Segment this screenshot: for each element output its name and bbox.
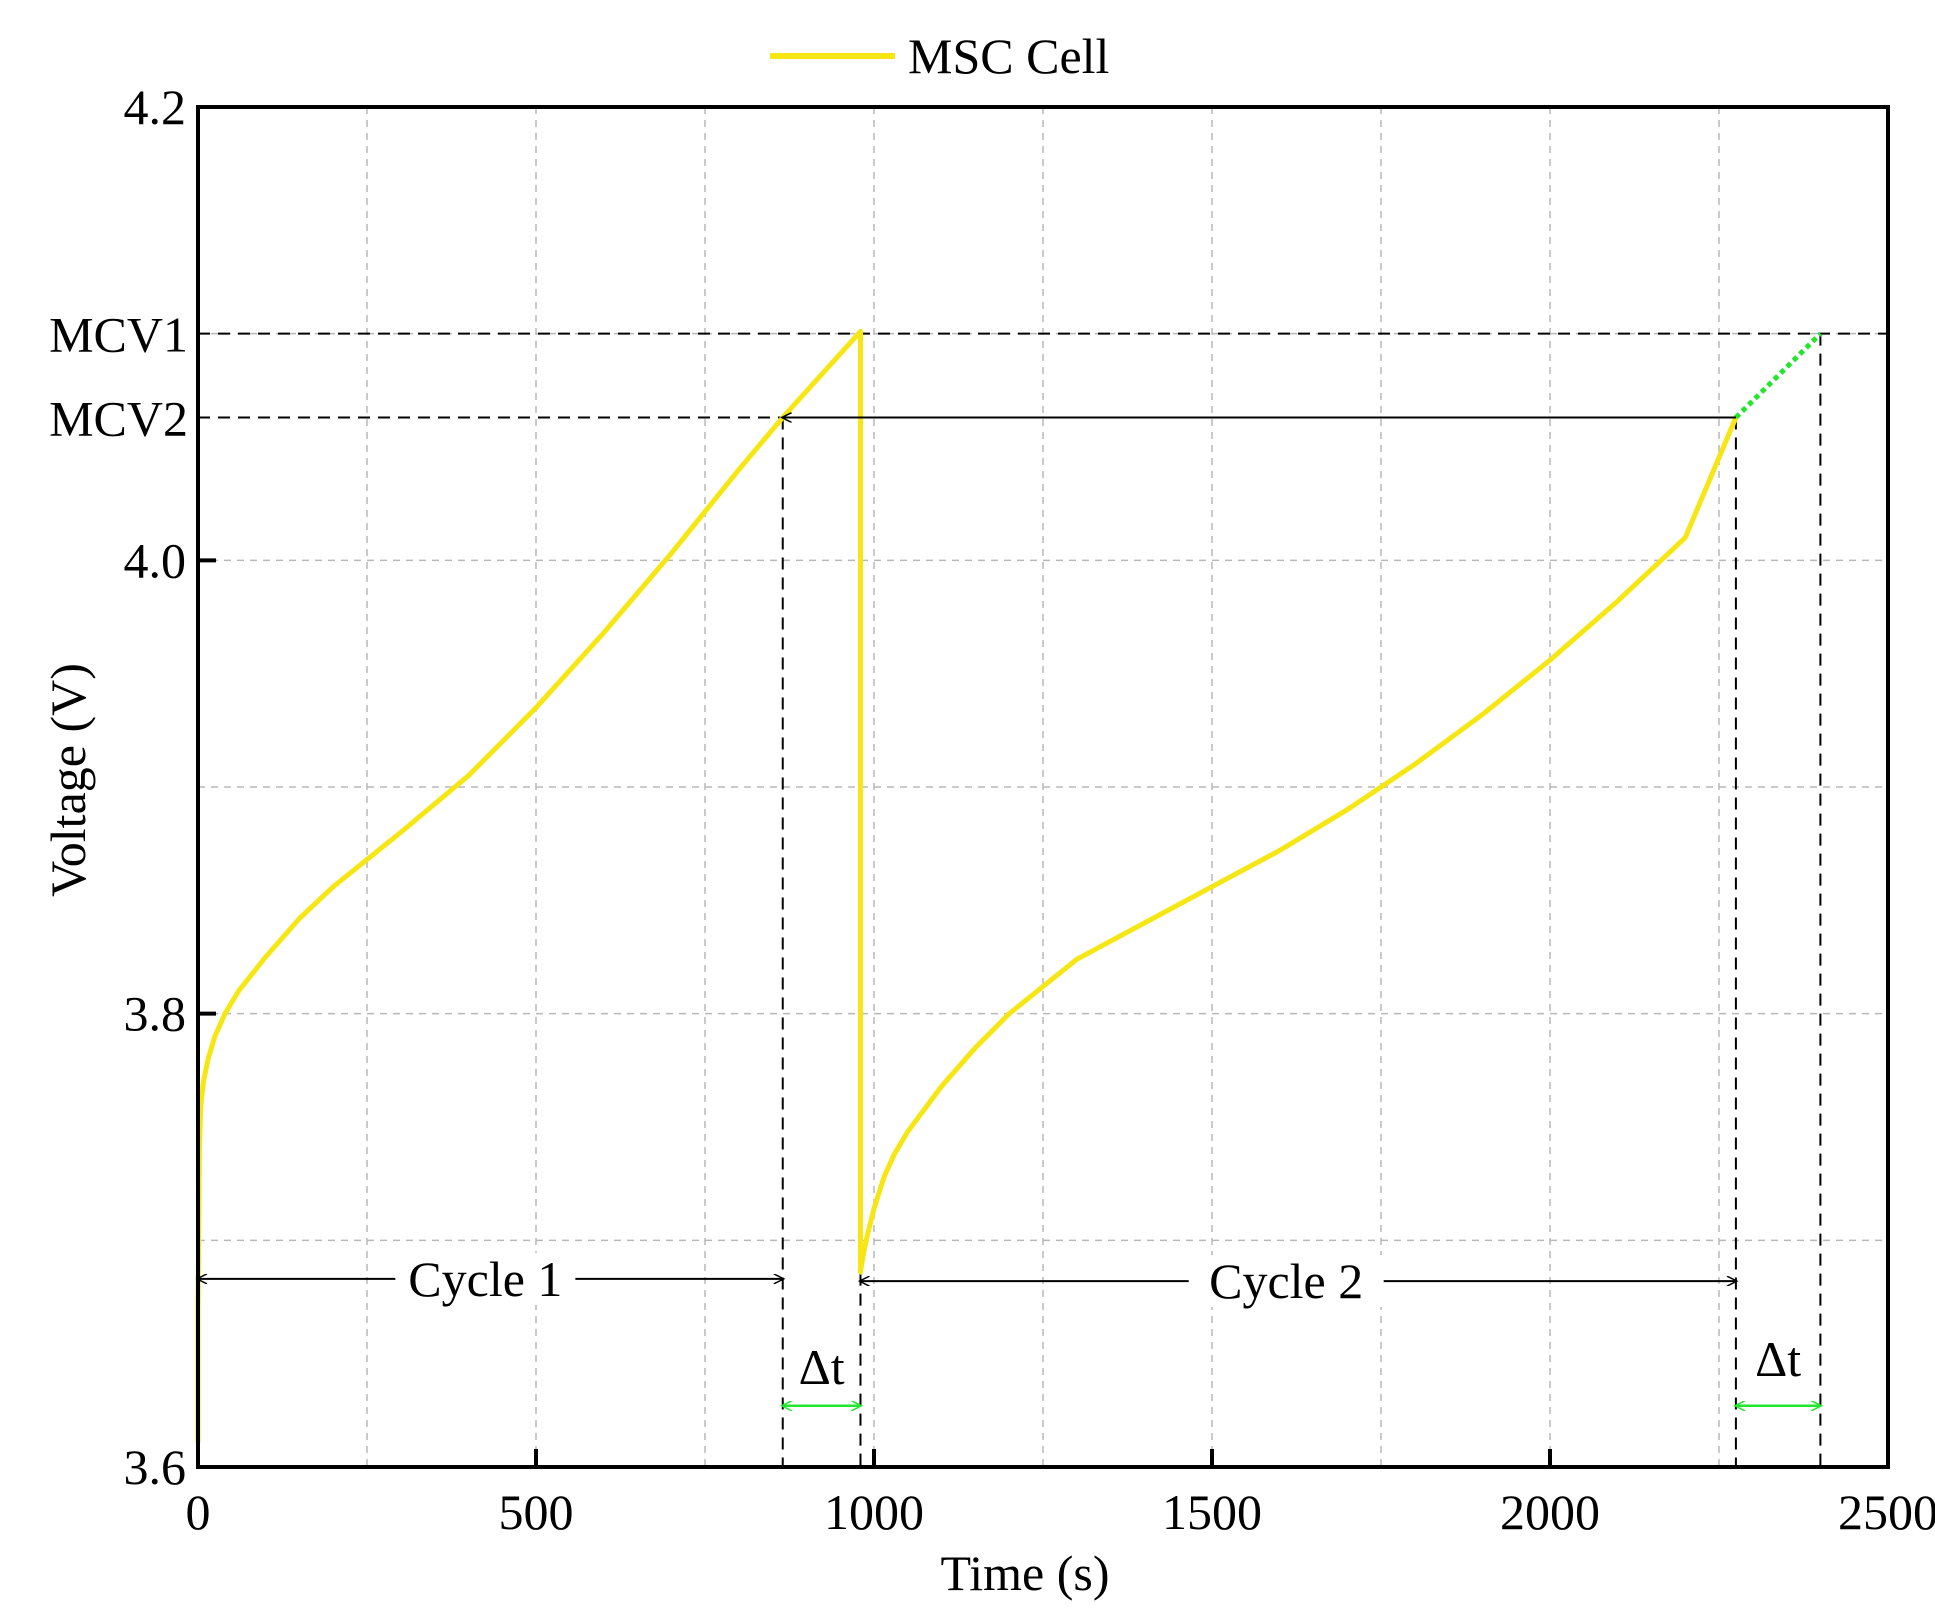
x-tick-label: 1500 bbox=[1162, 1484, 1262, 1540]
y-tick-label: 3.8 bbox=[124, 986, 187, 1042]
cycle2-label: Cycle 2 bbox=[1209, 1253, 1363, 1309]
x-tick-label: 2500 bbox=[1838, 1484, 1935, 1540]
cycle1-label-bg bbox=[395, 1252, 576, 1305]
mcv2-label: MCV2 bbox=[49, 391, 188, 447]
extrapolation-dotted-line bbox=[1734, 331, 1823, 420]
y-tick-label: 4.0 bbox=[124, 532, 187, 588]
delta-t-label-2: Δt bbox=[1755, 1331, 1801, 1387]
cycle1-label: Cycle 1 bbox=[408, 1251, 562, 1307]
x-tick-label: 0 bbox=[186, 1484, 211, 1540]
legend: MSC Cell bbox=[770, 28, 1109, 84]
delta-t-label-1: Δt bbox=[799, 1339, 845, 1395]
y-axis-title: Voltage (V) bbox=[40, 663, 96, 897]
y-tick-label: 3.6 bbox=[124, 1439, 187, 1495]
x-axis-title: Time (s) bbox=[940, 1545, 1109, 1601]
plot-frame bbox=[196, 105, 1890, 1469]
axis-ticks: 0 500 1000 1500 2000 2500 3.6 3.8 4.0 4.2 bbox=[124, 79, 1935, 1540]
cycle2-label-bg bbox=[1188, 1255, 1384, 1308]
x-tick-label: 2000 bbox=[1500, 1484, 1600, 1540]
msc-cell-series-line bbox=[195, 328, 1739, 1445]
mcv1-label: MCV1 bbox=[49, 307, 188, 363]
legend-label: MSC Cell bbox=[908, 28, 1109, 84]
series-layer bbox=[195, 328, 1823, 1445]
x-tick-label: 1000 bbox=[824, 1484, 924, 1540]
y-tick-label: 4.2 bbox=[124, 79, 187, 135]
x-tick-label: 500 bbox=[499, 1484, 574, 1540]
